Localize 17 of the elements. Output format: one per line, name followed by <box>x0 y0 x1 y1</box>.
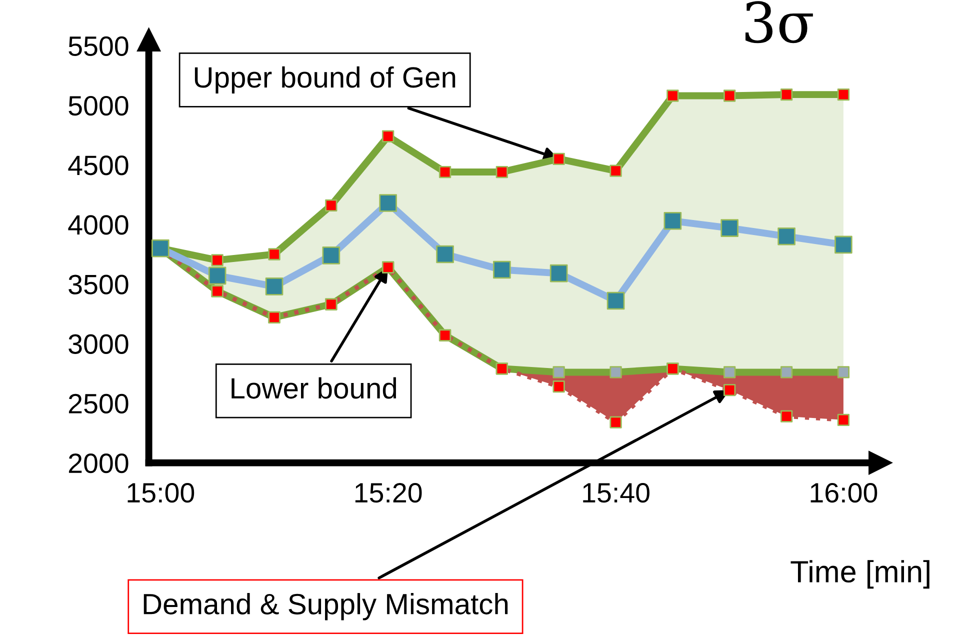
y-tick-label: 2500 <box>68 394 128 414</box>
x-tick-label: 15:40 <box>583 482 650 503</box>
x-tick-label: 16:00 <box>810 482 878 503</box>
annotation: 3σ <box>746 1 813 44</box>
annotation: Upper bound of Gen <box>194 66 456 94</box>
y-tick-label: 3500 <box>68 274 128 294</box>
x-axis-title: Time [min] <box>790 560 930 589</box>
x-tick-label: 15:20 <box>355 482 422 503</box>
y-tick-label: 3000 <box>68 334 128 354</box>
annotation: Lower bound <box>232 377 396 399</box>
x-tick-label: 15:00 <box>128 482 194 503</box>
y-tick-label: 4000 <box>68 215 128 235</box>
y-tick-label: 2000 <box>68 453 128 474</box>
y-tick-label: 5500 <box>68 36 128 56</box>
annotation: Demand & Supply Mismatch <box>144 593 508 620</box>
y-tick-label: 4500 <box>68 156 128 176</box>
y-tick-label: 5000 <box>68 96 128 116</box>
